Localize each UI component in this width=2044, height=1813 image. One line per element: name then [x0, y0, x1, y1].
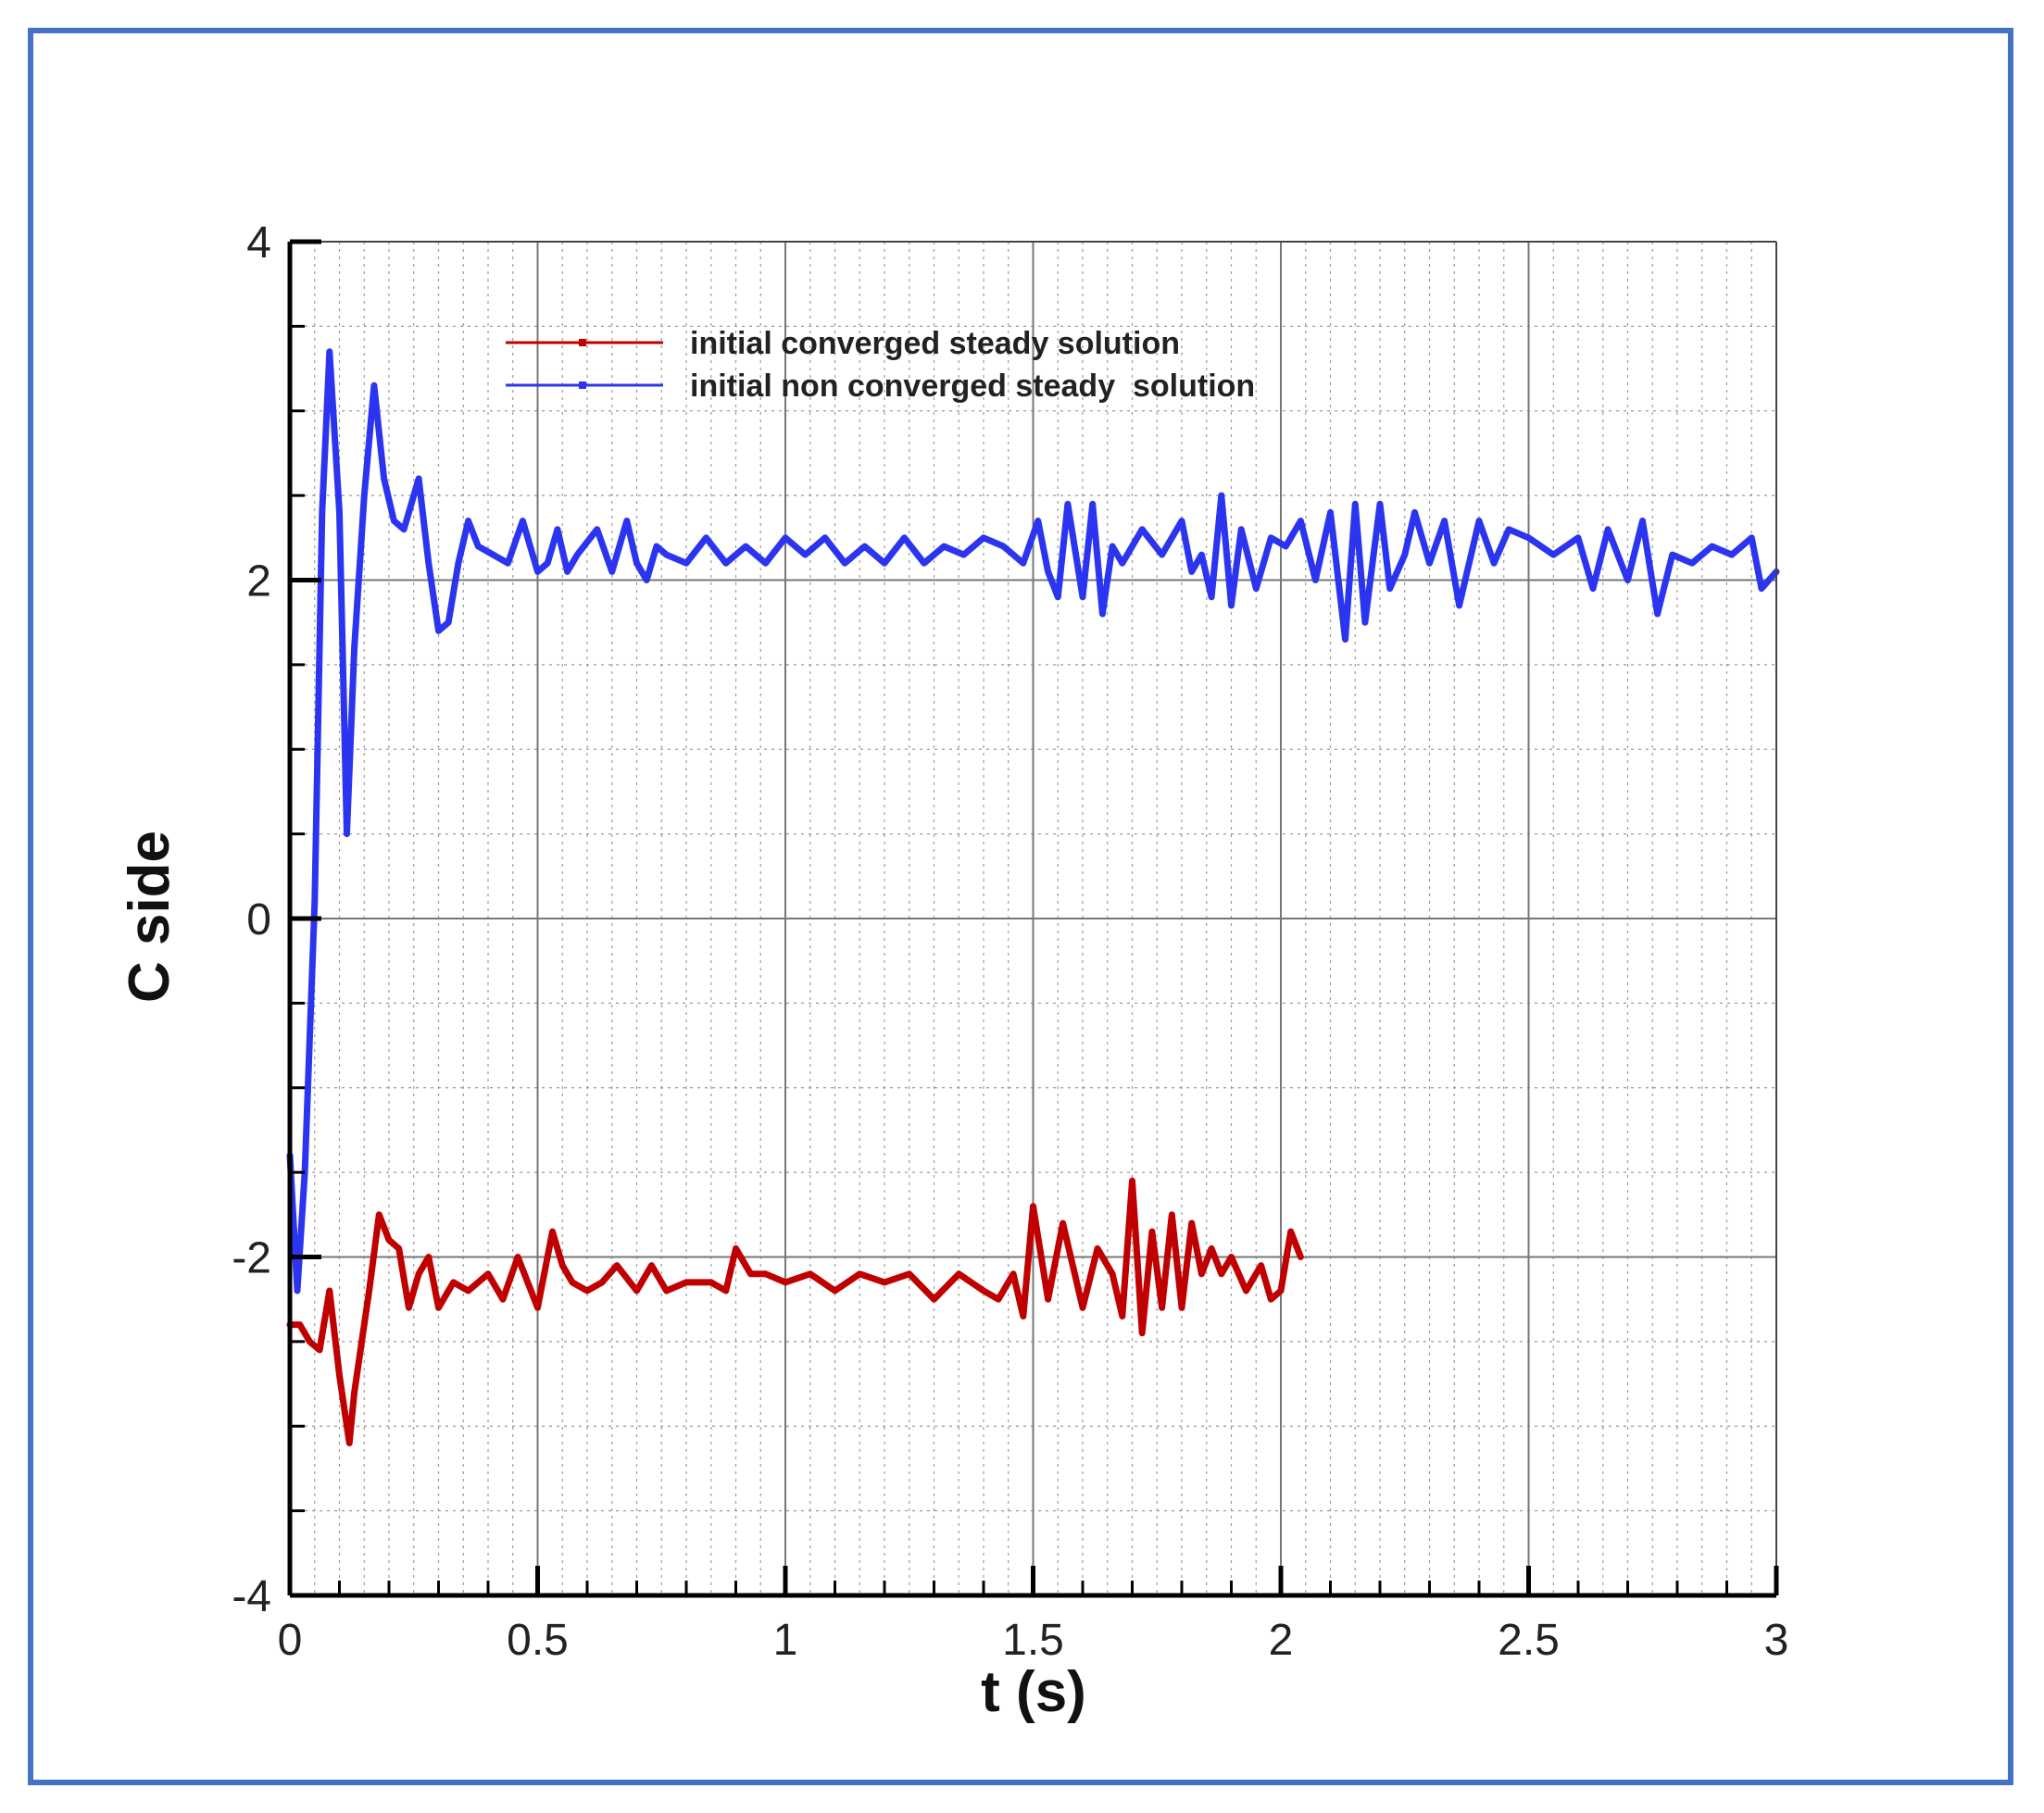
legend-marker-converged — [579, 339, 586, 346]
x-axis-title: t (s) — [981, 1660, 1086, 1724]
tick-labels: 0 0.5 1 1.5 2 2.5 3 -4 -2 0 2 4 — [232, 219, 1788, 1665]
series-line-non-converged — [286, 348, 1780, 1294]
series-layer — [286, 348, 1780, 1446]
x-tick-label: 2 — [1269, 1616, 1294, 1665]
y-tick-label: 0 — [246, 895, 271, 944]
legend-label-converged: initial converged steady solution — [690, 326, 1180, 361]
x-tick-label: 2.5 — [1498, 1616, 1560, 1665]
legend-marker-non-converged — [579, 381, 586, 389]
x-tick-label: 1 — [773, 1616, 798, 1665]
legend: initial converged steady solution initia… — [506, 326, 1255, 404]
series-line-converged — [286, 1177, 1304, 1446]
legend-label-non-converged: initial non converged steady solution — [690, 369, 1255, 404]
x-tick-label: 0.5 — [507, 1616, 569, 1665]
figure-frame — [28, 28, 2013, 1785]
y-tick-label: 2 — [246, 557, 271, 606]
y-tick-label: 4 — [246, 219, 271, 268]
tick-marks — [287, 239, 1779, 1598]
y-tick-label: -4 — [232, 1572, 271, 1621]
x-tick-label: 3 — [1764, 1616, 1789, 1665]
y-axis-title: C side — [118, 831, 182, 1003]
major-gridlines — [290, 242, 1776, 1595]
x-tick-label: 1.5 — [1002, 1616, 1064, 1665]
x-tick-label: 0 — [278, 1616, 303, 1665]
y-tick-label: -2 — [232, 1234, 271, 1283]
